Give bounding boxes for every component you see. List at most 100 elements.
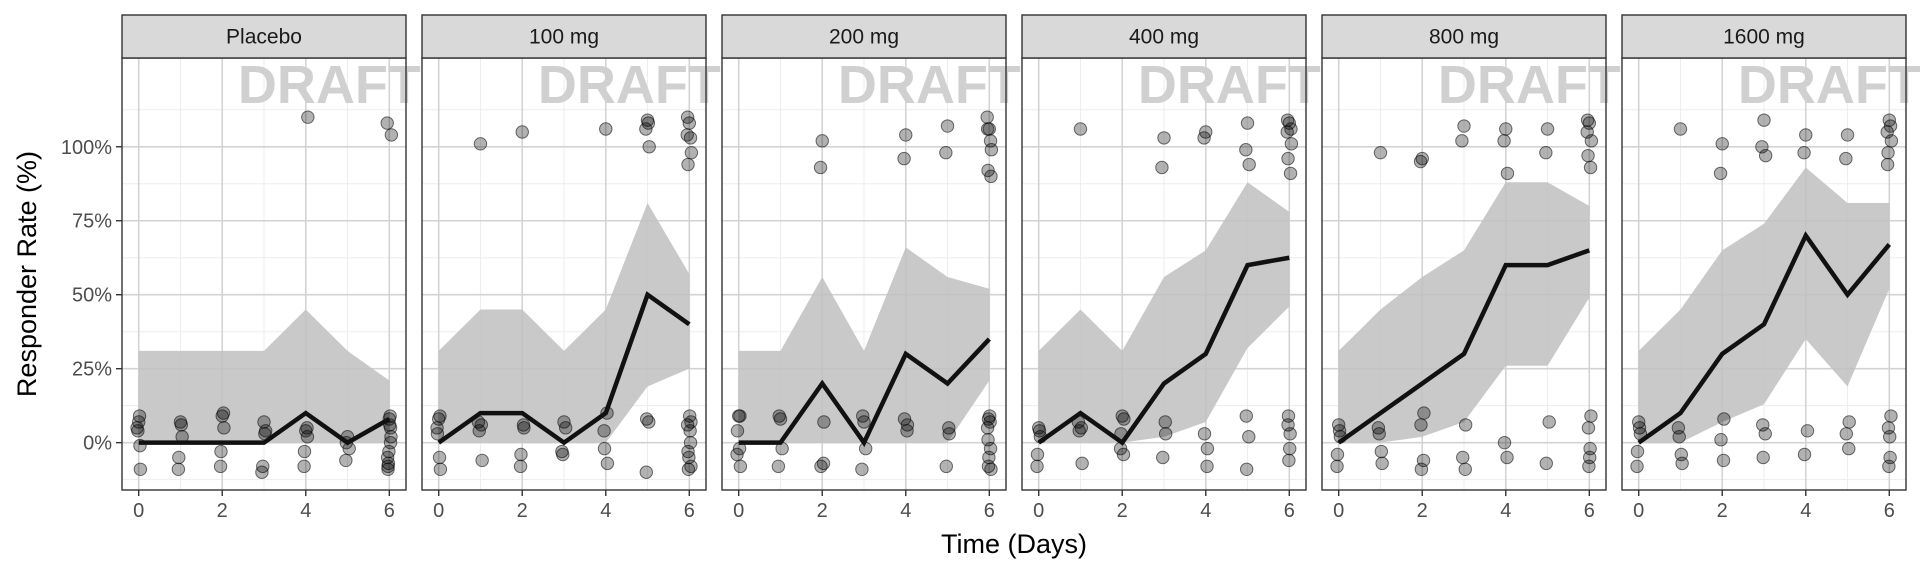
draft-watermark: DRAFT bbox=[238, 55, 421, 115]
observation-point bbox=[1413, 154, 1428, 169]
observation-point bbox=[899, 128, 913, 142]
observation-point bbox=[1197, 427, 1212, 441]
observation-point bbox=[817, 415, 831, 429]
observation-point bbox=[133, 462, 148, 476]
observation-point bbox=[1116, 447, 1131, 462]
observation-point bbox=[1458, 462, 1472, 476]
observation-point bbox=[1073, 122, 1088, 136]
observation-point bbox=[256, 459, 270, 474]
x-tick-label: 0 bbox=[433, 500, 444, 522]
observation-point bbox=[1239, 143, 1253, 157]
observation-point bbox=[1197, 131, 1211, 145]
x-axis-title: Time (Days) bbox=[941, 529, 1087, 559]
x-tick-label: 2 bbox=[217, 500, 228, 522]
observation-point bbox=[1457, 119, 1471, 133]
observation-point bbox=[639, 412, 654, 426]
observation-point bbox=[1414, 462, 1429, 476]
observation-point bbox=[681, 157, 695, 172]
observation-point bbox=[1200, 441, 1215, 456]
observation-point bbox=[1075, 456, 1089, 471]
observation-point bbox=[1581, 148, 1595, 163]
x-tick-label: 0 bbox=[1033, 500, 1044, 522]
observation-point bbox=[1758, 148, 1773, 163]
observation-point bbox=[597, 424, 611, 438]
observation-point bbox=[216, 406, 231, 420]
observation-point bbox=[1155, 160, 1169, 175]
panel-plot-area bbox=[1030, 113, 1299, 476]
observation-point bbox=[384, 128, 399, 142]
observation-point bbox=[1882, 459, 1896, 474]
observation-point bbox=[217, 421, 231, 435]
facet-strip-label: Placebo bbox=[226, 26, 302, 49]
observation-point bbox=[1797, 145, 1811, 160]
observation-point bbox=[1583, 160, 1598, 175]
x-tick-label: 6 bbox=[984, 500, 995, 522]
confidence-ribbon bbox=[1338, 182, 1590, 443]
observation-point bbox=[514, 447, 528, 462]
facet-strip-label: 200 mg bbox=[829, 26, 899, 49]
x-tick-label: 6 bbox=[684, 500, 695, 522]
observation-point bbox=[600, 456, 615, 471]
observation-point bbox=[940, 119, 955, 133]
observation-point bbox=[897, 412, 912, 426]
x-tick-label: 6 bbox=[1884, 500, 1895, 522]
facet-strip bbox=[1321, 14, 1607, 59]
observation-point bbox=[1375, 456, 1389, 471]
observation-point bbox=[1500, 166, 1515, 181]
draft-watermark: DRAFT bbox=[1438, 55, 1621, 115]
observation-point bbox=[516, 418, 531, 432]
observation-point bbox=[683, 131, 698, 145]
observation-point bbox=[1630, 459, 1644, 474]
facet-panel: DRAFT 1600 mg 0 2 4 6 bbox=[1621, 14, 1920, 522]
observation-point bbox=[980, 122, 995, 136]
y-tick-label: 0% bbox=[83, 433, 112, 455]
observation-point bbox=[1583, 450, 1597, 465]
observation-point bbox=[1884, 409, 1898, 423]
x-tick-label: 0 bbox=[133, 500, 144, 522]
facet-strip bbox=[1621, 14, 1907, 59]
facet-strip-label: 1600 mg bbox=[1723, 26, 1805, 49]
observation-point bbox=[772, 409, 786, 423]
y-tick-label: 50% bbox=[72, 285, 112, 307]
observation-point bbox=[1756, 450, 1770, 465]
observation-point bbox=[684, 459, 698, 474]
observation-point bbox=[1458, 418, 1473, 432]
observation-point bbox=[297, 444, 312, 459]
facet-strip-label: 100 mg bbox=[529, 26, 599, 49]
panels-group: DRAFT Placebo 0 2 4 6 DRAFT 100 mg 0 2 4 6 DRAFT 200 … bbox=[121, 14, 1920, 522]
x-tick-label: 2 bbox=[1717, 500, 1728, 522]
observation-point bbox=[1797, 447, 1812, 462]
observation-point bbox=[939, 459, 953, 474]
observation-point bbox=[1374, 444, 1389, 459]
facet-strip bbox=[1021, 14, 1307, 59]
panel-plot-area bbox=[130, 110, 399, 479]
observation-point bbox=[1757, 113, 1771, 127]
observation-point bbox=[733, 459, 748, 474]
observation-point bbox=[1539, 456, 1553, 471]
observation-point bbox=[983, 134, 998, 148]
observation-point bbox=[1713, 166, 1728, 181]
observation-point bbox=[383, 435, 398, 450]
observation-point bbox=[1674, 447, 1689, 462]
panel-plot-area bbox=[730, 110, 999, 476]
draft-watermark: DRAFT bbox=[538, 55, 721, 115]
panel-plot-area bbox=[1630, 113, 1899, 474]
x-tick-label: 4 bbox=[600, 500, 611, 522]
observation-point bbox=[939, 145, 953, 160]
observation-point bbox=[1417, 406, 1431, 420]
observation-point bbox=[433, 409, 447, 423]
observation-point bbox=[1842, 441, 1856, 456]
observation-point bbox=[473, 137, 488, 151]
observation-point bbox=[1673, 122, 1688, 136]
x-tick-label: 2 bbox=[817, 500, 828, 522]
observation-point bbox=[1283, 441, 1297, 456]
observation-point bbox=[172, 450, 186, 465]
observation-point bbox=[515, 125, 529, 139]
observation-point bbox=[1539, 145, 1553, 160]
y-tick-label: 100% bbox=[61, 137, 112, 159]
observation-point bbox=[339, 453, 353, 468]
observation-point bbox=[1282, 453, 1296, 468]
facet-strip-label: 800 mg bbox=[1429, 26, 1499, 49]
observation-point bbox=[642, 140, 656, 154]
observation-point bbox=[897, 151, 911, 166]
